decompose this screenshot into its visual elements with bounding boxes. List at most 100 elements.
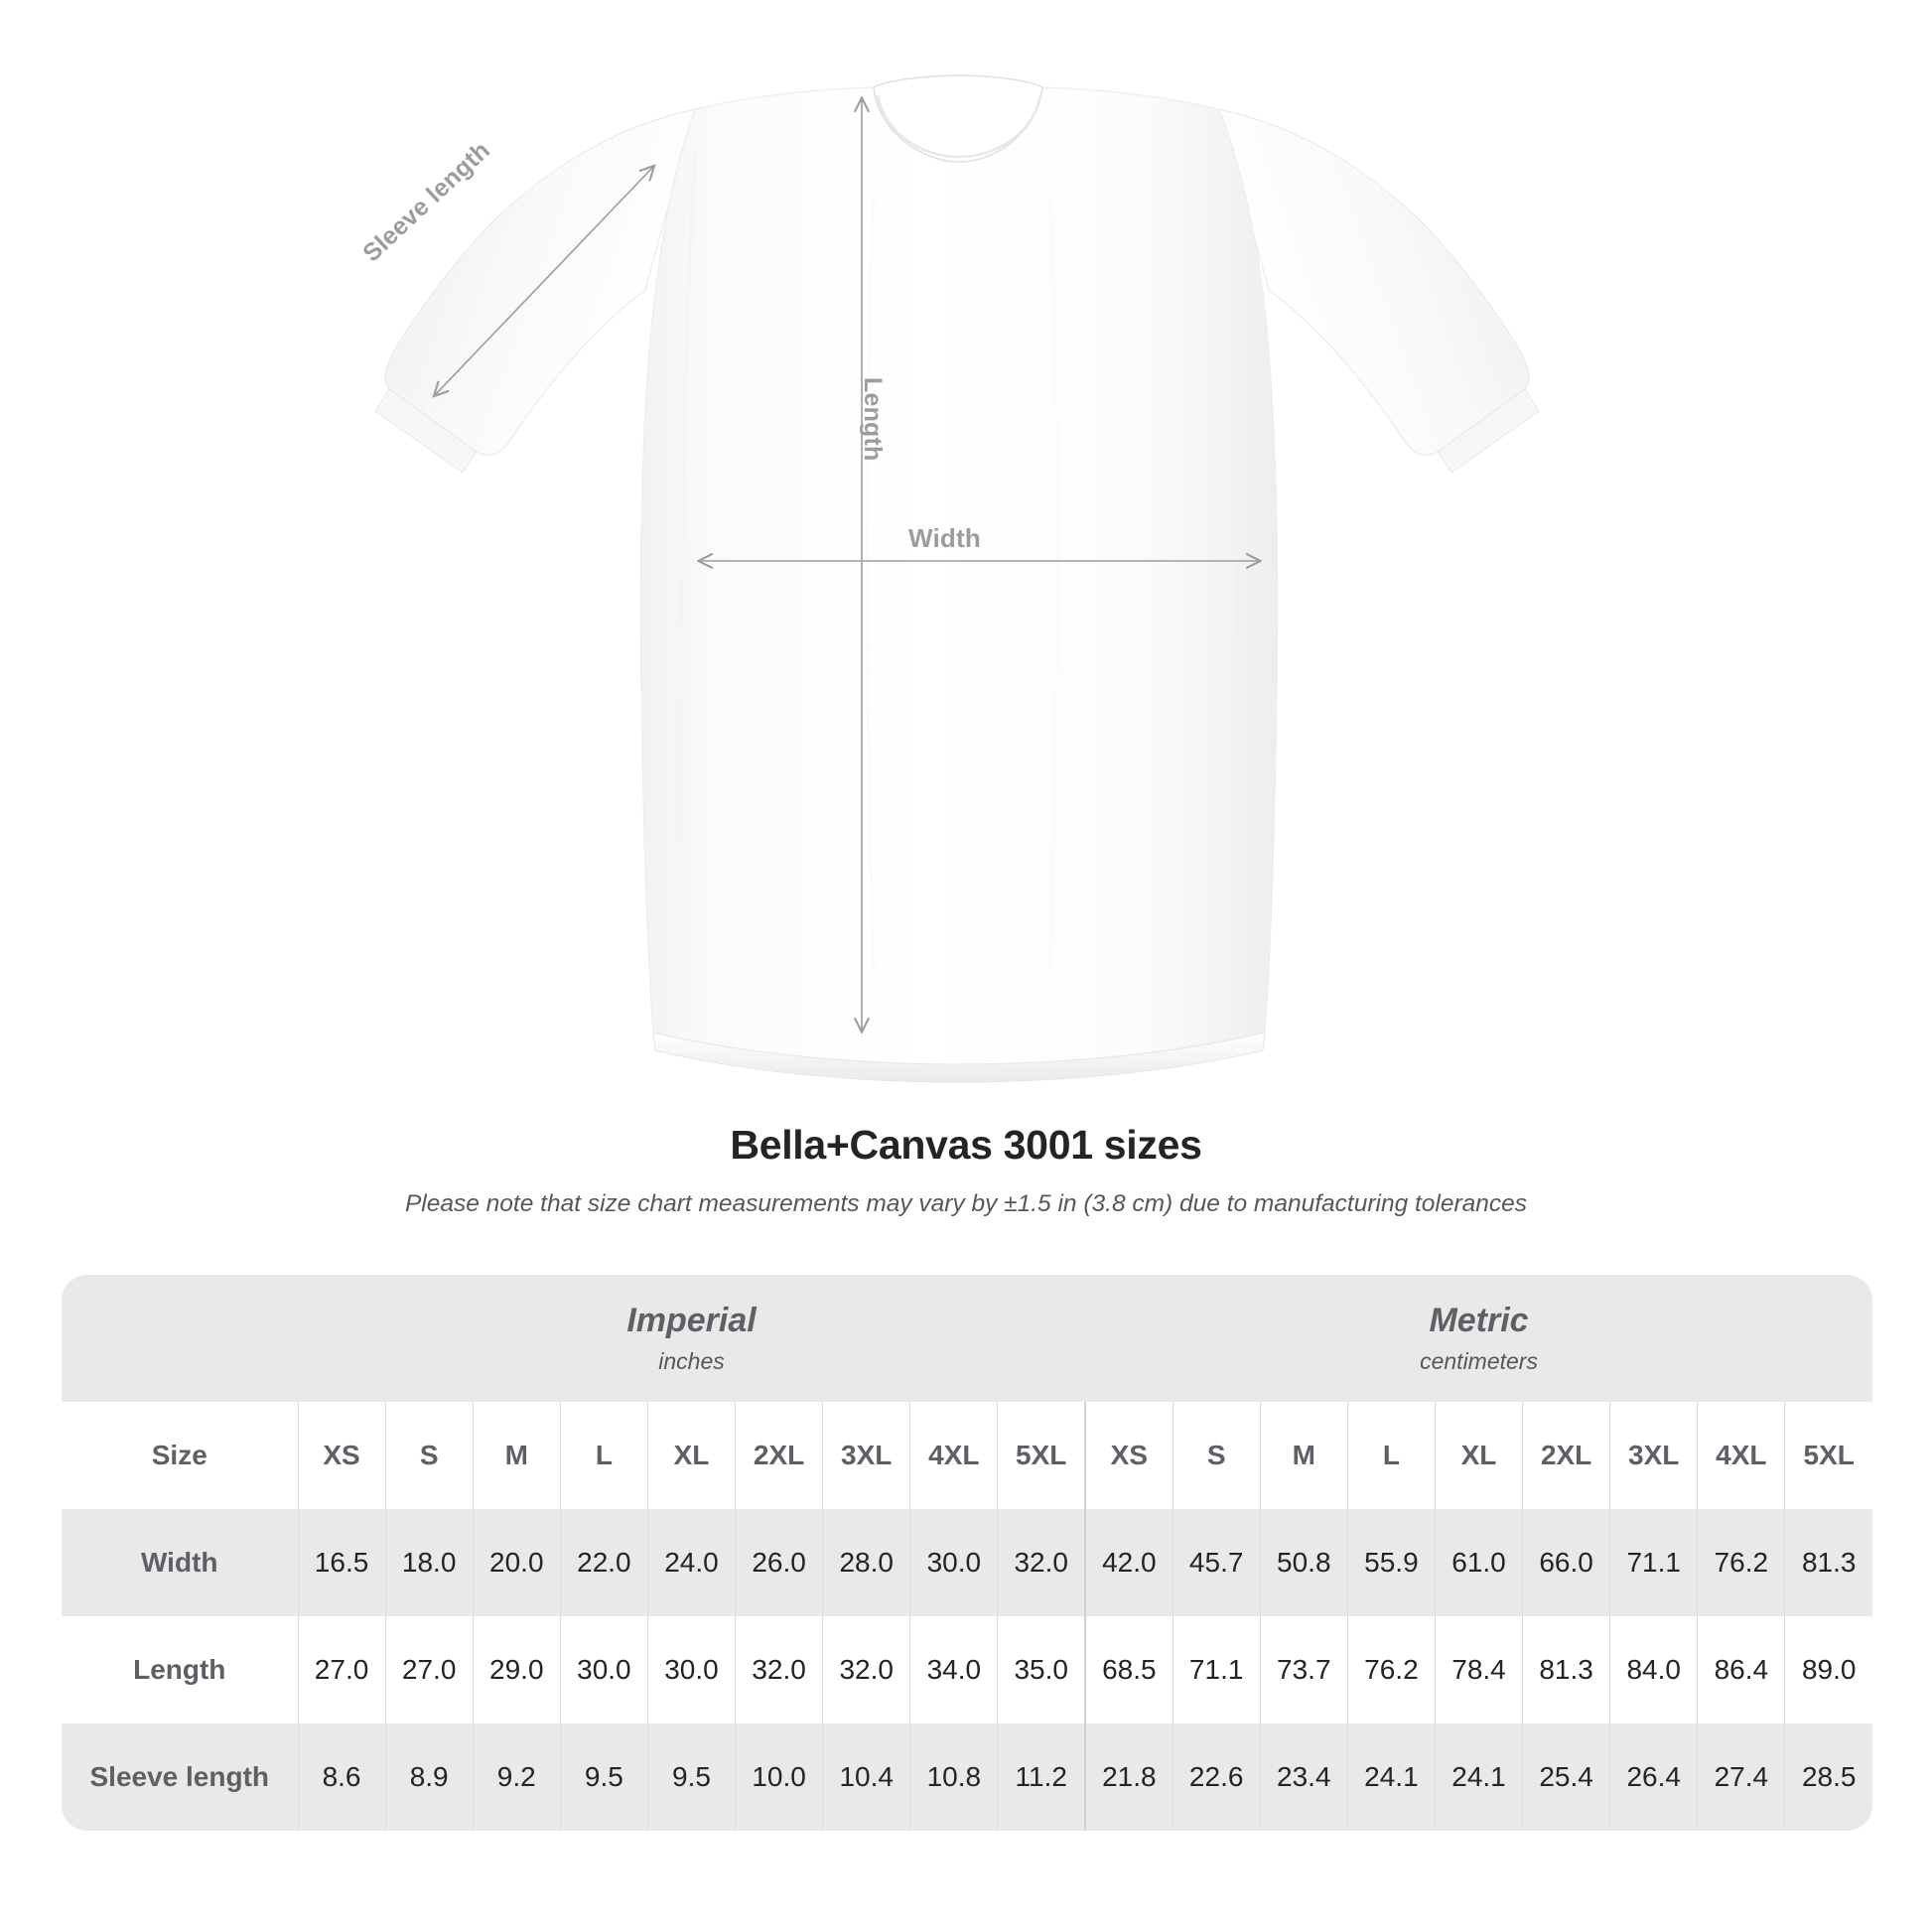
table-cell: 18.0 [384,1509,474,1616]
table-cell: 24.1 [1346,1724,1436,1831]
table-cell: 24.1 [1434,1724,1523,1831]
table-row: Size XS S M L XL 2XL 3XL 4XL 5XL XS S M L XL 2XL 3XL 4XL 5… [62,1402,1873,1509]
table-cell: 27.4 [1697,1724,1785,1831]
row-label-sleeve-length: Sleeve length [62,1724,298,1831]
table-cell: 30.0 [909,1509,998,1616]
table-cell: 27.0 [384,1616,474,1724]
tolerance-note: Please note that size chart measurements… [404,1190,1528,1217]
table-cell: S [384,1402,474,1509]
table-cell: 22.0 [559,1509,648,1616]
table-cell: 32.0 [735,1616,823,1724]
table-cell: XS [297,1402,386,1509]
table-cell: M [472,1402,561,1509]
table-cell: 2XL [735,1402,823,1509]
table-row: Width 16.5 18.0 20.0 22.0 24.0 26.0 28.0 30.0 32.… [62,1509,1873,1616]
tshirt-shape [374,74,1540,1083]
table-cell: 35.0 [997,1616,1086,1724]
table-cell: 68.5 [1084,1616,1173,1724]
table-cell: 29.0 [472,1616,561,1724]
table-cell: 28.0 [822,1509,910,1616]
table-cell: 81.3 [1522,1616,1610,1724]
table-cell: 71.1 [1609,1509,1698,1616]
table-cell: S [1172,1402,1261,1509]
table-cell: 71.1 [1172,1616,1261,1724]
table-cell: 23.4 [1259,1724,1348,1831]
row-label-length: Length [62,1616,298,1724]
page-title: Bella+Canvas 3001 sizes [730,1122,1202,1168]
table-cell: L [1346,1402,1436,1509]
table-cell: 78.4 [1434,1616,1523,1724]
table-cell: 11.2 [997,1724,1086,1831]
table-cell: 9.2 [472,1724,561,1831]
table-cell: 73.7 [1259,1616,1348,1724]
table-cell: 28.5 [1784,1724,1873,1831]
table-cell: 61.0 [1434,1509,1523,1616]
table-cell: 42.0 [1084,1509,1173,1616]
unit-group-name: Imperial [626,1302,757,1339]
table-row: Sleeve length 8.6 8.9 9.2 9.5 9.5 10.0 10.4 10.8… [62,1724,1873,1831]
table-cell: 9.5 [559,1724,648,1831]
length-dimension-label: Length [859,377,887,462]
table-cell: 76.2 [1346,1616,1436,1724]
table-cell: 76.2 [1697,1509,1785,1616]
table-cell: M [1259,1402,1348,1509]
unit-group-subtitle: inches [658,1348,725,1374]
table-cell: 10.0 [735,1724,823,1831]
row-label-width: Width [62,1509,298,1616]
table-cell: 84.0 [1609,1616,1698,1724]
table-cell: 5XL [1784,1402,1873,1509]
table-cell: 26.0 [735,1509,823,1616]
table-cell: 21.8 [1084,1724,1173,1831]
unit-header-spacer [62,1275,298,1402]
tshirt-illustration-svg [374,74,1540,1083]
table-row: Length 27.0 27.0 29.0 30.0 30.0 32.0 32.0 34.0 35… [62,1616,1873,1724]
table-cell: 27.0 [297,1616,386,1724]
unit-group-name: Metric [1429,1302,1529,1339]
width-dimension-label: Width [908,523,981,553]
table-cell: 24.0 [646,1509,736,1616]
size-table-container: Imperial inches Metric centimeters Size XS S M L… [62,1275,1873,1831]
table-cell: 3XL [1609,1402,1698,1509]
table-cell: XS [1084,1402,1173,1509]
size-table: Imperial inches Metric centimeters Size XS S M L… [62,1275,1873,1831]
table-cell: 5XL [997,1402,1086,1509]
table-cell: 26.4 [1609,1724,1698,1831]
table-cell: 25.4 [1522,1724,1610,1831]
table-cell: L [559,1402,648,1509]
table-cell: 10.4 [822,1724,910,1831]
table-cell: 50.8 [1259,1509,1348,1616]
table-cell: 89.0 [1784,1616,1873,1724]
tshirt-diagram: Sleeve length Length Width [357,74,1540,1083]
table-cell: 10.8 [909,1724,998,1831]
table-cell: 45.7 [1172,1509,1261,1616]
sleeve-length-arrow [435,167,653,395]
table-cell: 20.0 [472,1509,561,1616]
table-cell: 4XL [909,1402,998,1509]
table-cell: XL [1434,1402,1523,1509]
unit-group-header-row: Imperial inches Metric centimeters [62,1275,1873,1402]
title-block: Bella+Canvas 3001 sizes Please note that… [0,1122,1932,1218]
table-cell: 34.0 [909,1616,998,1724]
table-cell: 55.9 [1346,1509,1436,1616]
row-label-size: Size [62,1402,298,1509]
table-cell: XL [646,1402,736,1509]
table-cell: 8.6 [297,1724,386,1831]
table-cell: 22.6 [1172,1724,1261,1831]
table-cell: 66.0 [1522,1509,1610,1616]
table-cell: 30.0 [646,1616,736,1724]
table-cell: 2XL [1522,1402,1610,1509]
unit-group-header-imperial: Imperial inches [298,1275,1086,1402]
table-cell: 32.0 [997,1509,1086,1616]
table-cell: 3XL [822,1402,910,1509]
table-cell: 30.0 [559,1616,648,1724]
table-cell: 4XL [1697,1402,1785,1509]
unit-group-subtitle: centimeters [1420,1348,1538,1374]
table-cell: 8.9 [384,1724,474,1831]
table-cell: 32.0 [822,1616,910,1724]
table-cell: 86.4 [1697,1616,1785,1724]
table-cell: 9.5 [646,1724,736,1831]
table-cell: 16.5 [297,1509,386,1616]
table-cell: 81.3 [1784,1509,1873,1616]
unit-group-header-metric: Metric centimeters [1085,1275,1873,1402]
